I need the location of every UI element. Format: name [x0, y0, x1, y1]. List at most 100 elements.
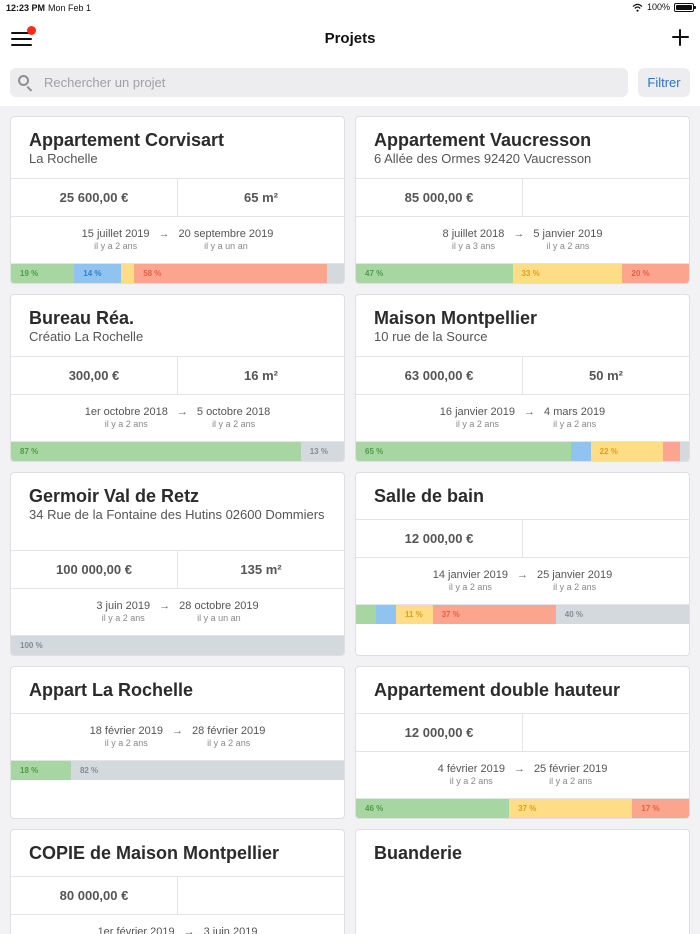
- project-header: Appartement Corvisart La Rochelle: [11, 117, 344, 178]
- project-area: 135 m²: [177, 551, 344, 588]
- project-header: Appartement double hauteur: [356, 667, 689, 713]
- progress-bar: 11 % 37 % 40 %: [356, 604, 689, 624]
- project-header: Buanderie: [356, 830, 689, 876]
- end-date: 28 octobre 2019 il y a un an: [179, 600, 259, 623]
- project-budget: 80 000,00 €: [59, 888, 129, 903]
- progress-segment-grey: 82 %: [70, 761, 344, 780]
- project-address: Créatio La Rochelle: [29, 329, 144, 344]
- start-date: 14 janvier 2019 il y a 2 ans: [433, 569, 508, 592]
- plus-icon[interactable]: [672, 29, 689, 46]
- start-date-value: 1er février 2019: [97, 926, 175, 934]
- progress-segment-red: 37 %: [432, 605, 556, 624]
- project-area: [522, 520, 689, 557]
- progress-bar: 65 % 22 %: [356, 441, 689, 461]
- project-budget: 63 000,00 €: [404, 368, 474, 383]
- progress-segment-green: [356, 605, 376, 624]
- progress-segment-green: 18 %: [11, 761, 71, 780]
- progress-segment-grey: 40 %: [555, 605, 689, 624]
- project-header: Salle de bain: [356, 473, 689, 519]
- end-date: 3 juin 2019: [204, 926, 258, 934]
- progress-segment-grey: 13 %: [300, 442, 344, 461]
- search-input[interactable]: [44, 68, 614, 97]
- project-dates: 14 janvier 2019 il y a 2 ans → 25 janvie…: [356, 557, 689, 604]
- project-address: 6 Allée des Ormes 92420 Vaucresson: [374, 151, 592, 166]
- start-date-value: 14 janvier 2019: [432, 569, 508, 581]
- project-header: Germoir Val de Retz 34 Rue de la Fontaine…: [11, 473, 344, 550]
- end-date: 28 février 2019 il y a 2 ans: [192, 725, 265, 748]
- progress-segment-blue: [570, 442, 591, 461]
- project-name: Appartement Vaucresson: [374, 130, 592, 150]
- arrow-right-icon: →: [183, 926, 195, 934]
- project-name: COPIE de Maison Montpellier: [29, 843, 280, 863]
- progress-segment-green: 65 %: [356, 442, 571, 461]
- project-budget: 85 000,00 €: [404, 190, 474, 205]
- navigation-bar: Projets: [0, 16, 700, 62]
- progress-segment-blue: 14 %: [74, 264, 121, 283]
- search-field[interactable]: [10, 68, 628, 97]
- project-dates: 1er février 2019 → 3 juin 2019: [11, 914, 344, 934]
- project-card[interactable]: Appartement Vaucresson 6 Allée des Ormes …: [355, 116, 690, 284]
- project-card[interactable]: Maison Montpellier 10 rue de la Source 63…: [355, 294, 690, 462]
- project-area: [522, 179, 689, 216]
- end-date-value: 5 janvier 2019: [533, 228, 603, 240]
- project-card[interactable]: COPIE de Maison Montpellier 80 000,00 € …: [10, 829, 345, 934]
- project-budget: 300,00 €: [68, 368, 120, 383]
- progress-segment-yellow: 22 %: [590, 442, 664, 461]
- arrow-right-icon: →: [513, 763, 525, 775]
- end-date: 4 mars 2019 il y a 2 ans: [544, 406, 605, 429]
- start-date: 3 juin 2019 il y a 2 ans: [96, 600, 150, 623]
- status-bar: 12:23 PM Mon Feb 1 100%: [0, 0, 700, 16]
- start-date-value: 3 juin 2019: [96, 600, 151, 612]
- project-area: [522, 714, 689, 751]
- project-card[interactable]: Appartement Corvisart La Rochelle 25 600,…: [10, 116, 345, 284]
- project-budget: 12 000,00 €: [404, 725, 474, 740]
- progress-segment-grey: 100 %: [11, 636, 344, 655]
- project-area: 65 m²: [177, 179, 344, 216]
- project-dates: 18 février 2019 il y a 2 ans → 28 févrie…: [11, 713, 344, 760]
- filter-button[interactable]: Filtrer: [638, 68, 690, 97]
- project-metrics: 63 000,00 € 50 m²: [356, 356, 689, 394]
- project-metrics: 12 000,00 €: [356, 519, 689, 557]
- start-date-relative: il y a 2 ans: [104, 738, 148, 748]
- end-date-relative: il y a un an: [204, 241, 248, 251]
- start-date: 15 juillet 2019 il y a 2 ans: [82, 228, 150, 251]
- battery-icon: [674, 2, 696, 12]
- project-card[interactable]: Germoir Val de Retz 34 Rue de la Fontaine…: [10, 472, 345, 656]
- start-date: 18 février 2019 il y a 2 ans: [90, 725, 163, 748]
- status-right: 100%: [632, 2, 696, 12]
- arrow-right-icon: →: [159, 600, 171, 612]
- project-name: Appartement Corvisart: [29, 130, 225, 150]
- progress-segment-red: 17 %: [632, 799, 689, 818]
- progress-segment-yellow: 37 %: [509, 799, 633, 818]
- project-card[interactable]: Appart La Rochelle 18 février 2019 il y …: [10, 666, 345, 819]
- start-date-value: 1er octobre 2018: [84, 406, 168, 418]
- project-metrics: 100 000,00 € 135 m²: [11, 550, 344, 588]
- project-name: Appartement double hauteur: [374, 680, 621, 700]
- project-card[interactable]: Appartement double hauteur 12 000,00 € 4…: [355, 666, 690, 819]
- project-card[interactable]: Buanderie: [355, 829, 690, 934]
- battery-percent: 100%: [646, 2, 670, 12]
- hamburger-menu-icon[interactable]: [11, 26, 36, 48]
- project-card[interactable]: Salle de bain 12 000,00 € 14 janvier 201…: [355, 472, 690, 656]
- end-date-relative: il y a 2 ans: [207, 738, 251, 748]
- start-date-relative: il y a 2 ans: [455, 419, 499, 429]
- start-date-value: 15 juillet 2019: [81, 228, 150, 240]
- project-name: Bureau Réa.: [29, 308, 135, 328]
- arrow-right-icon: →: [524, 406, 536, 418]
- project-dates: 3 juin 2019 il y a 2 ans → 28 octobre 20…: [11, 588, 344, 635]
- project-dates: 4 février 2019 il y a 2 ans → 25 février…: [356, 751, 689, 798]
- arrow-right-icon: →: [513, 228, 525, 240]
- project-area: 16 m²: [177, 357, 344, 394]
- start-date-relative: il y a 2 ans: [94, 241, 138, 251]
- arrow-right-icon: →: [517, 569, 528, 581]
- start-date-value: 16 janvier 2019: [439, 406, 516, 418]
- end-date-relative: il y a un an: [197, 613, 241, 623]
- progress-bar: 18 % 82 %: [11, 760, 344, 780]
- end-date-relative: il y a 2 ans: [553, 419, 597, 429]
- end-date-relative: il y a 2 ans: [549, 776, 593, 786]
- project-card[interactable]: Bureau Réa. Créatio La Rochelle 300,00 € …: [10, 294, 345, 462]
- end-date-value: 28 octobre 2019: [179, 600, 259, 612]
- end-date: 5 janvier 2019 il y a 2 ans: [533, 228, 602, 251]
- end-date-relative: il y a 2 ans: [553, 582, 597, 592]
- project-budget: 100 000,00 €: [56, 562, 132, 577]
